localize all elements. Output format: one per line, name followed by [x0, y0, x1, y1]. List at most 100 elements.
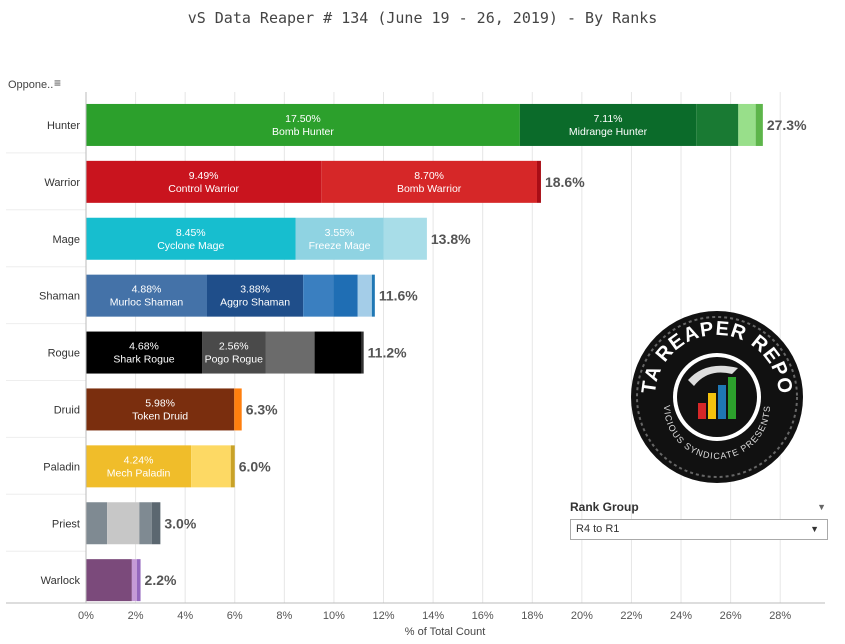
bar-segment[interactable] — [86, 217, 296, 260]
x-tick-label: 20% — [571, 610, 593, 622]
bars: 17.50%Bomb Hunter 7.11%Midrange Hunter 27.… — [86, 103, 807, 602]
bar-total-label: 11.2% — [368, 345, 407, 361]
segment-archetype-label: Bomb Warrior — [397, 183, 462, 195]
x-tick-label: 8% — [276, 610, 292, 622]
bar-segment[interactable] — [86, 559, 132, 602]
sort-field-label[interactable]: Oppone.. — [8, 79, 54, 91]
bar-total-label: 18.6% — [545, 174, 585, 190]
category-label: Paladin — [43, 461, 80, 473]
category-label: Priest — [52, 518, 80, 530]
bar-segment[interactable] — [303, 274, 334, 317]
bar-segment[interactable] — [86, 445, 192, 488]
x-tick-label: 10% — [323, 610, 345, 622]
dropdown-menu-icon[interactable]: ▼ — [817, 502, 826, 512]
chart-title: vS Data Reaper # 134 (June 19 - 26, 2019… — [187, 9, 658, 27]
bar-segment[interactable] — [86, 103, 520, 146]
segment-value-label: 4.68% — [129, 341, 159, 353]
bar-total-label: 6.3% — [246, 401, 278, 417]
bar-segment[interactable] — [139, 502, 152, 545]
segment-value-label: 2.56% — [219, 341, 249, 353]
bar-segment[interactable] — [314, 331, 362, 374]
segment-archetype-label: Bomb Hunter — [272, 126, 334, 138]
segment-archetype-label: Aggro Shaman — [220, 297, 290, 309]
rank-group-select[interactable]: R4 to R1 ▼ — [570, 519, 828, 540]
bar-segment[interactable] — [738, 103, 756, 146]
segment-value-label: 3.55% — [325, 227, 355, 239]
segment-archetype-label: Cyclone Mage — [157, 240, 224, 252]
bar-segment[interactable] — [333, 274, 358, 317]
bar-total-label: 2.2% — [145, 572, 177, 588]
bar-segment[interactable] — [536, 160, 541, 203]
x-tick-label: 12% — [373, 610, 395, 622]
bar-segment[interactable] — [357, 274, 372, 317]
bar-segment[interactable] — [755, 103, 763, 146]
category-label: Hunter — [47, 120, 80, 132]
segment-value-label: 4.88% — [132, 284, 162, 296]
bar-total-label: 3.0% — [164, 515, 196, 531]
bar-segment[interactable] — [136, 559, 141, 602]
bar-segment[interactable] — [202, 331, 266, 374]
segment-value-label: 7.11% — [594, 113, 623, 125]
x-tick-label: 14% — [422, 610, 444, 622]
bar-segment[interactable] — [295, 217, 384, 260]
logo-bars-icon — [688, 365, 738, 419]
category-label: Mage — [52, 234, 80, 246]
bar-segment[interactable] — [321, 160, 537, 203]
segment-archetype-label: Murloc Shaman — [110, 297, 184, 309]
bar-segment[interactable] — [86, 331, 203, 374]
segment-value-label: 3.88% — [240, 284, 270, 296]
rank-group-filter: Rank Group ▼ R4 to R1 ▼ — [570, 500, 828, 540]
category-label: Druid — [54, 404, 80, 416]
bar-segment[interactable] — [86, 274, 207, 317]
rank-group-value: R4 to R1 — [576, 523, 620, 535]
segment-archetype-label: Freeze Mage — [309, 240, 371, 252]
sort-descending-icon[interactable]: ≡ — [54, 76, 62, 90]
segment-value-label: 5.98% — [145, 397, 175, 409]
x-tick-label: 24% — [670, 610, 692, 622]
segment-archetype-label: Control Warrior — [168, 183, 239, 195]
x-tick-label: 2% — [128, 610, 144, 622]
bar-total-label: 6.0% — [239, 458, 271, 474]
bar-segment[interactable] — [191, 445, 231, 488]
segment-value-label: 4.24% — [124, 454, 154, 466]
segment-value-label: 17.50% — [285, 113, 321, 125]
segment-value-label: 8.70% — [414, 170, 444, 182]
bar-segment[interactable] — [86, 502, 108, 545]
bar-segment[interactable] — [265, 331, 315, 374]
bar-total-label: 13.8% — [431, 231, 471, 247]
x-axis: 0% 2% 4% 6% 8% 10% 12% 14% 16% 18% 20% 22% 24% 26% 28% — [6, 92, 825, 622]
segment-value-label: 9.49% — [189, 170, 219, 182]
bar-segment[interactable] — [131, 559, 137, 602]
bar-segment[interactable] — [230, 445, 235, 488]
segment-value-label: 8.45% — [176, 227, 206, 239]
category-label: Warrior — [44, 177, 80, 189]
bar-segment[interactable] — [86, 160, 322, 203]
bar-segment[interactable] — [107, 502, 140, 545]
bar-segment[interactable] — [383, 217, 427, 260]
x-tick-label: 26% — [720, 610, 742, 622]
x-tick-label: 4% — [177, 610, 193, 622]
bar-segment[interactable] — [86, 388, 235, 431]
bar-segment[interactable] — [519, 103, 697, 146]
bar-segment[interactable] — [234, 388, 242, 431]
segment-archetype-label: Pogo Rogue — [205, 354, 264, 366]
category-label: Warlock — [41, 575, 81, 587]
category-label: Shaman — [39, 291, 80, 303]
x-tick-label: 18% — [521, 610, 543, 622]
bar-total-label: 27.3% — [767, 117, 807, 133]
reaper-bar-chart-logo: DATA REAPER REPORT VICIOUS SYNDICATE PRE… — [628, 308, 803, 483]
x-tick-label: 6% — [227, 610, 243, 622]
category-labels: Hunter Warrior Mage Shaman Rogue Druid Paladin… — [39, 120, 80, 587]
rank-group-title: Rank Group — [570, 500, 639, 514]
bar-total-label: 11.6% — [379, 288, 418, 304]
segment-archetype-label: Token Druid — [132, 410, 188, 422]
bar-segment[interactable] — [206, 274, 304, 317]
segment-archetype-label: Shark Rogue — [113, 354, 174, 366]
bar-segment[interactable] — [361, 331, 364, 374]
bar-segment[interactable] — [371, 274, 375, 317]
bar-segment[interactable] — [696, 103, 739, 146]
x-axis-label: % of Total Count — [405, 626, 486, 638]
x-tick-label: 22% — [620, 610, 642, 622]
bar-segment[interactable] — [151, 502, 161, 545]
